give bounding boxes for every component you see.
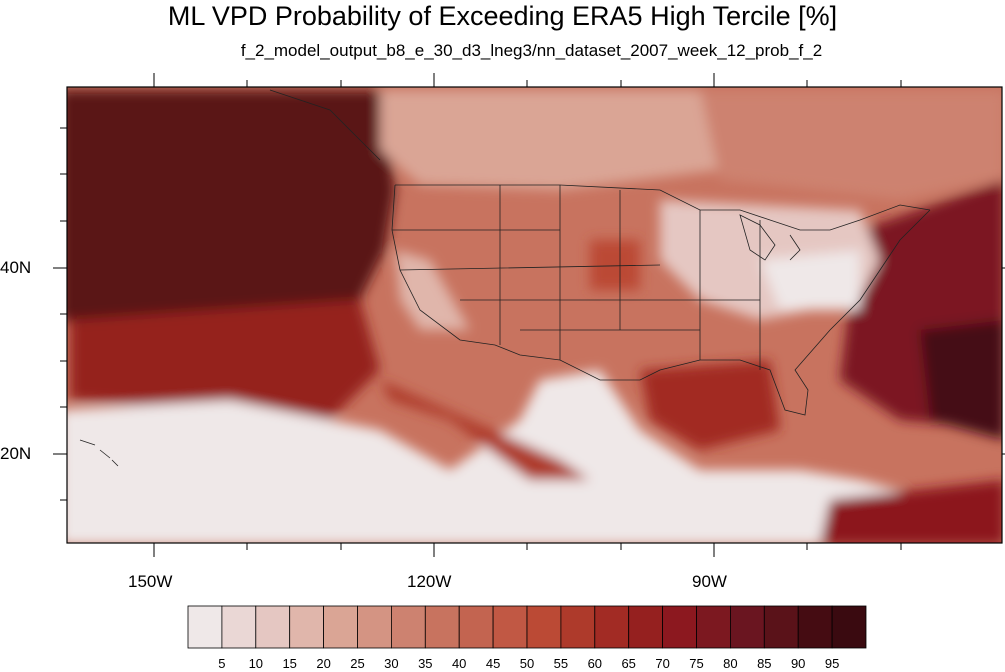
lon-label-150w: 150W [128,572,173,591]
lat-ticks [53,127,1005,501]
lat-label-20n: 20N [0,444,32,463]
colorbar-label: 20 [316,656,331,671]
colorbar-label: 85 [757,656,772,671]
colorbar-swatch [526,605,562,649]
colorbar-swatch [492,605,528,649]
colorbar-swatch [255,605,291,649]
colorbar-swatch [628,605,664,649]
map-frame [66,86,1003,544]
colorbar-label: 60 [587,656,603,671]
colorbar-label: 30 [384,656,399,671]
colorbar [187,605,867,649]
lon-label-120w: 120W [407,572,452,591]
colorbar-label: 40 [451,656,467,671]
colorbar-swatch [831,605,867,649]
colorbar-label: 75 [689,656,704,671]
colorbar-swatch [289,605,325,649]
colorbar-swatch [187,605,223,649]
lon-ticks [153,73,902,557]
colorbar-label: 35 [418,656,433,671]
colorbar-swatch [730,605,765,649]
colorbar-swatch [357,605,392,649]
colorbar-label: 15 [282,656,297,671]
lat-label-40n: 40N [0,258,32,277]
colorbar-swatch [323,605,358,649]
map-subtitle: f_2_model_output_b8_e_30_d3_lneg3/nn_dat… [240,41,823,60]
colorbar-swatch [424,605,460,649]
colorbar-label: 5 [218,656,226,671]
map-title: ML VPD Probability of Exceeding ERA5 Hig… [167,1,838,31]
colorbar-swatch [763,605,799,649]
colorbar-swatch [560,605,596,649]
map-field [67,87,1002,543]
colorbar-swatch [662,605,697,649]
colorbar-label: 55 [553,656,569,671]
colorbar-swatch [390,605,426,649]
lon-label-90w: 90W [692,572,727,591]
colorbar-swatch [797,605,833,649]
colorbar-label: 70 [655,656,670,671]
colorbar-label: 45 [485,656,501,671]
colorbar-swatch [221,605,257,649]
colorbar-label: 50 [519,656,535,671]
colorbar-swatch [594,605,630,649]
colorbar-swatch [458,605,494,649]
colorbar-label: 95 [824,656,840,671]
colorbar-label: 80 [723,656,738,671]
colorbar-label: 25 [350,656,365,671]
colorbar-label: 10 [248,656,264,671]
colorbar-swatch [696,605,731,649]
colorbar-label: 90 [790,656,806,671]
colorbar-label: 65 [621,656,636,671]
coastlines [269,89,931,416]
